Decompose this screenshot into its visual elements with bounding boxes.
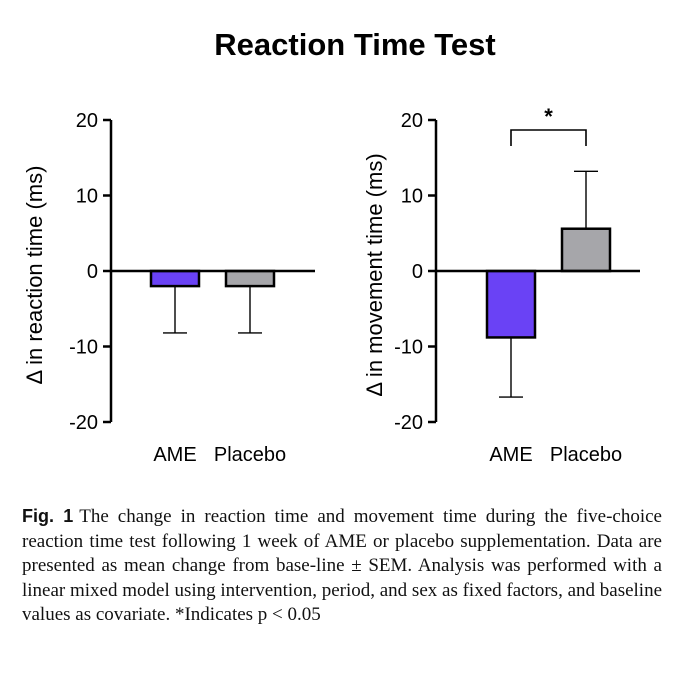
y-tick-label: 10 <box>76 186 98 208</box>
panel-movement-time: 20 10 0 -10 -20 AME Placebo Δ in movement time … <box>362 104 640 466</box>
figure-caption: Fig. 1 The change in reaction time and mo… <box>22 504 662 628</box>
y-tick-label: -10 <box>69 337 98 359</box>
category-label-ame: AME <box>153 444 196 466</box>
y-tick-label: -10 <box>394 337 423 359</box>
y-tick-label: 0 <box>412 261 423 283</box>
figure-canvas: Reaction Time Test 20 10 0 -10 -20 AME Placebo… <box>22 27 640 466</box>
figure-title: Reaction Time Test <box>214 27 495 62</box>
bar-placebo <box>560 227 612 273</box>
category-label-placebo: Placebo <box>550 444 622 466</box>
y-axis-label: Δ in reaction time (ms) <box>22 166 47 385</box>
caption-text: The change in reaction time and movement… <box>22 506 663 625</box>
y-tick-label: 20 <box>76 110 98 132</box>
category-label-placebo: Placebo <box>214 444 286 466</box>
y-tick-label: 0 <box>87 261 98 283</box>
bar-ame <box>485 269 537 339</box>
panel-reaction-time: 20 10 0 -10 -20 AME Placebo Δ in reaction time … <box>22 110 315 466</box>
category-label-ame: AME <box>489 444 532 466</box>
y-tick-label: 10 <box>401 186 423 208</box>
significance-star: * <box>544 104 553 129</box>
caption-label: Fig. 1 <box>22 506 74 526</box>
y-tick-label: 20 <box>401 110 423 132</box>
bar-placebo <box>224 269 276 288</box>
y-tick-label: -20 <box>394 412 423 434</box>
bar-ame <box>149 269 201 288</box>
significance-bracket <box>510 129 587 146</box>
y-axis-label: Δ in movement time (ms) <box>362 153 387 396</box>
y-tick-label: -20 <box>69 412 98 434</box>
